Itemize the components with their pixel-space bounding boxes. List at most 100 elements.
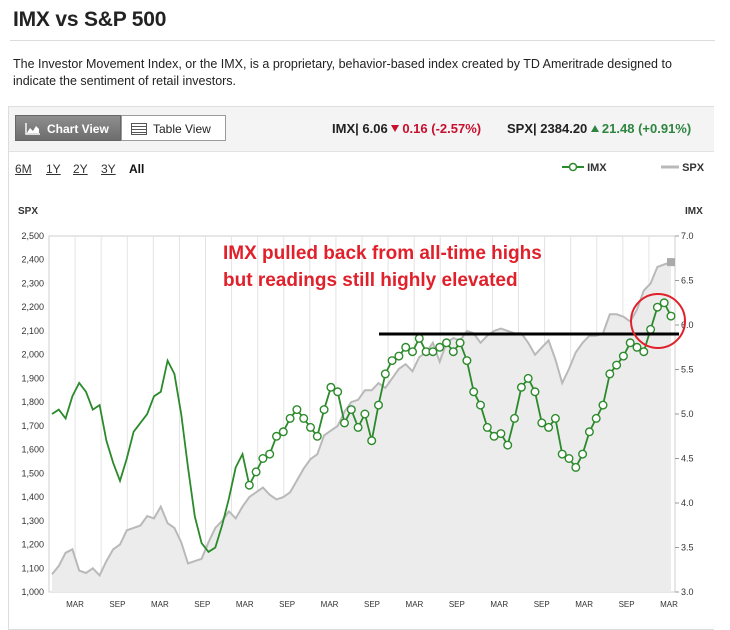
left-axis-tick-label: 1,800 (21, 397, 44, 407)
right-axis-tick-label: 5.5 (681, 365, 694, 375)
imx-data-point (244, 480, 254, 490)
left-axis-tick-label: 2,300 (21, 278, 44, 288)
x-axis-tick-label: MAR (660, 600, 678, 609)
right-axis-tick-label: 6.0 (681, 320, 694, 330)
imx-data-point (292, 405, 302, 415)
range-2y[interactable]: 2Y (73, 162, 88, 176)
imx-data-point (618, 351, 628, 361)
chart-view-label: Chart View (47, 122, 109, 136)
imx-data-point (564, 454, 574, 464)
table-view-button[interactable]: Table View (121, 115, 226, 141)
chart-view-button[interactable]: Chart View (15, 115, 121, 141)
imx-data-point (516, 382, 526, 392)
range-all[interactable]: All (129, 162, 145, 176)
x-axis-tick-label: SEP (619, 600, 635, 609)
imx-data-point (523, 373, 533, 383)
right-axis-tick-label: 4.0 (681, 498, 694, 508)
imx-data-point (510, 413, 520, 423)
imx-data-point (448, 347, 458, 357)
left-axis-tick-label: 1,200 (21, 540, 44, 550)
spx-series-line (51, 261, 672, 578)
imx-data-point (360, 409, 370, 419)
right-axis-tick-label: 4.5 (681, 454, 694, 464)
imx-data-point (306, 422, 316, 432)
page-title: IMX vs S&P 500 (13, 8, 167, 31)
imx-data-point (530, 387, 540, 397)
right-axis-tick-label: 6.5 (681, 276, 694, 286)
x-axis-tick-label: MAR (490, 600, 508, 609)
imx-data-point (598, 400, 608, 410)
imx-quote-value: 6.06 (362, 121, 388, 136)
spx-quote-value: 2384.20 (540, 121, 588, 136)
right-axis-tick-label: 5.0 (681, 409, 694, 419)
imx-data-point (272, 431, 282, 441)
left-axis-tick-label: 1,500 (21, 468, 44, 478)
imx-data-point (632, 342, 642, 352)
imx-data-point (496, 429, 506, 439)
imx-quote-label: IMX| (332, 121, 359, 136)
range-6m[interactable]: 6M (15, 162, 32, 176)
right-axis-tick-label: 7.0 (681, 231, 694, 241)
imx-data-point (659, 298, 669, 308)
x-axis-tick-label: MAR (575, 600, 593, 609)
imx-data-point (374, 400, 384, 410)
left-axis-tick-label: 1,400 (21, 492, 44, 502)
area-chart-icon (25, 123, 40, 135)
title-divider (10, 40, 715, 41)
legend-imx[interactable]: IMX (562, 162, 607, 174)
left-axis-tick-label: 1,900 (21, 373, 44, 383)
chart-annotation: IMX pulled back from all-time highs but … (223, 240, 542, 294)
range-3y[interactable]: 3Y (101, 162, 116, 176)
imx-data-point (312, 431, 322, 441)
imx-legend-marker-icon (562, 162, 584, 172)
imx-data-point (646, 324, 656, 334)
range-1y[interactable]: 1Y (46, 162, 61, 176)
left-axis-tick-label: 2,200 (21, 302, 44, 312)
x-axis-tick-label: MAR (321, 600, 339, 609)
annotation-line-2: but readings still highly elevated (223, 270, 518, 291)
imx-data-point (346, 405, 356, 415)
imx-data-point (503, 440, 513, 450)
imx-data-point (639, 347, 649, 357)
imx-data-point (251, 467, 261, 477)
right-axis-title: IMX (685, 206, 703, 217)
imx-data-point (414, 333, 424, 343)
imx-data-point (612, 360, 622, 370)
chart-panel: Chart View Table View IMX| 6.06 0.16 (-2… (8, 106, 714, 630)
imx-data-point (401, 342, 411, 352)
left-axis-tick-label: 1,600 (21, 445, 44, 455)
up-arrow-icon (590, 125, 599, 132)
annotation-line-1: IMX pulled back from all-time highs (223, 243, 542, 264)
left-axis-tick-label: 1,300 (21, 516, 44, 526)
imx-data-point (462, 356, 472, 366)
legend-spx[interactable]: SPX (661, 162, 704, 174)
imx-data-point (387, 356, 397, 366)
spx-last-point (667, 258, 675, 267)
imx-quote-pct: (-2.57%) (431, 121, 482, 136)
imx-data-point (591, 413, 601, 423)
left-axis-tick-label: 1,000 (21, 587, 44, 597)
legend-spx-label: SPX (682, 162, 705, 174)
imx-data-point (278, 427, 288, 437)
imx-data-point (666, 311, 676, 321)
imx-quote: IMX| 6.06 0.16 (-2.57%) (332, 121, 481, 136)
x-axis-tick-label: SEP (194, 600, 210, 609)
chart-toolbar: Chart View Table View IMX| 6.06 0.16 (-2… (9, 107, 714, 152)
x-axis-tick-label: MAR (236, 600, 254, 609)
left-axis-tick-label: 2,100 (21, 326, 44, 336)
imx-data-point (428, 347, 438, 357)
x-axis-tick-label: SEP (449, 600, 465, 609)
imx-data-point (550, 413, 560, 423)
imx-data-point (442, 338, 452, 348)
page-description: The Investor Movement Index, or the IMX,… (13, 57, 672, 88)
left-axis-tick-label: 2,400 (21, 255, 44, 265)
imx-data-point (557, 449, 567, 459)
x-axis-tick-label: SEP (109, 600, 125, 609)
imx-data-point (380, 369, 390, 379)
left-axis-tick-label: 2,500 (21, 231, 44, 241)
right-axis-tick-label: 3.0 (681, 587, 694, 597)
imx-data-point (571, 462, 581, 472)
imx-data-point (408, 347, 418, 357)
imx-data-point (469, 387, 479, 397)
imx-data-point (353, 422, 363, 432)
